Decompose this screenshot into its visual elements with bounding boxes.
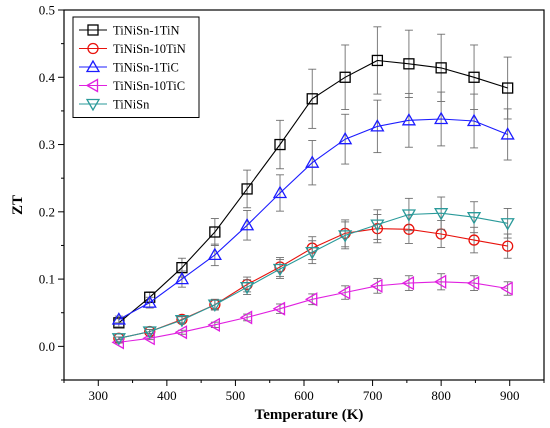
legend-item: TiNiSn bbox=[79, 98, 150, 112]
data-point bbox=[209, 226, 221, 238]
y-tick-label: 0.4 bbox=[39, 70, 56, 85]
series-tinisn-10tin bbox=[113, 214, 514, 344]
y-tick-label: 0.3 bbox=[39, 137, 55, 152]
legend-label: TiNiSn bbox=[113, 98, 150, 112]
data-point bbox=[174, 314, 190, 328]
data-point bbox=[338, 131, 353, 145]
data-point bbox=[500, 218, 515, 231]
data-point bbox=[304, 292, 318, 307]
data-point bbox=[207, 247, 222, 261]
legend-item: TiNiSn-1TiC bbox=[79, 59, 179, 75]
data-point bbox=[274, 138, 286, 151]
series-tinisn-1tin bbox=[113, 26, 514, 329]
data-point bbox=[241, 183, 253, 195]
data-point bbox=[111, 312, 126, 325]
data-point bbox=[207, 317, 221, 332]
axes-layer: 300 400 500 600 700 800 900 0.0 0.1 0.2 0.3 0.4 0.5 bbox=[39, 3, 545, 403]
legend-label: TiNiSn-1TiC bbox=[113, 61, 179, 75]
data-point bbox=[176, 313, 188, 326]
legend-marker bbox=[85, 59, 101, 73]
data-point bbox=[466, 113, 482, 127]
data-point bbox=[502, 240, 514, 252]
data-point bbox=[239, 310, 253, 325]
data-point bbox=[434, 111, 449, 125]
data-point bbox=[370, 119, 385, 132]
x-tick-label: 300 bbox=[89, 388, 109, 403]
legend-item: TiNiSn-1TiN bbox=[79, 24, 179, 38]
data-point bbox=[401, 113, 417, 126]
legend: TiNiSn-1TiN TiNiSn-10TiN TiNiSn-1TiC TiNiSn… bbox=[72, 16, 200, 118]
y-axis-title: ZT bbox=[10, 195, 26, 215]
data-point bbox=[142, 295, 157, 308]
legend-item: TiNiSn-10TiN bbox=[79, 42, 186, 56]
series-line bbox=[118, 281, 508, 343]
data-point bbox=[370, 278, 383, 293]
data-point bbox=[403, 58, 415, 70]
data-point bbox=[466, 276, 480, 291]
legend-marker bbox=[87, 42, 99, 55]
data-point bbox=[370, 219, 385, 232]
data-point bbox=[272, 263, 288, 277]
legend-label: TiNiSn-1TiN bbox=[113, 24, 179, 38]
legend-marker bbox=[85, 98, 101, 112]
x-axis-title: Temperature (K) bbox=[255, 407, 364, 423]
x-tick-label: 800 bbox=[431, 388, 451, 403]
series-line bbox=[118, 212, 508, 339]
data-point bbox=[468, 71, 480, 83]
y-tick-label: 0.1 bbox=[39, 272, 55, 287]
data-point bbox=[111, 333, 126, 346]
series-tinisn-1tic bbox=[111, 91, 515, 325]
data-point bbox=[207, 299, 222, 312]
data-point bbox=[306, 93, 318, 105]
y-tick-label: 0.5 bbox=[39, 3, 55, 18]
data-point bbox=[239, 282, 255, 295]
x-tick-label: 500 bbox=[226, 388, 246, 403]
data-point bbox=[337, 285, 351, 300]
legend-label: TiNiSn-10TiN bbox=[113, 42, 186, 56]
data-point bbox=[500, 281, 513, 296]
series-layer bbox=[111, 26, 515, 350]
x-tick-label: 600 bbox=[294, 388, 314, 403]
legend-label: TiNiSn-10TiC bbox=[113, 79, 185, 93]
data-point bbox=[502, 82, 514, 94]
x-tick-label: 900 bbox=[500, 388, 520, 403]
y-tick-label: 0.2 bbox=[39, 204, 55, 219]
data-point bbox=[466, 212, 482, 225]
legend-marker bbox=[87, 24, 99, 36]
data-point bbox=[339, 71, 351, 83]
series-tinisn-10tic bbox=[111, 273, 513, 350]
data-point bbox=[305, 247, 320, 260]
data-point bbox=[272, 185, 288, 199]
data-point bbox=[174, 271, 190, 285]
data-point bbox=[401, 209, 417, 222]
series-tinisn bbox=[111, 196, 515, 346]
data-point bbox=[401, 276, 415, 291]
data-point bbox=[305, 155, 320, 168]
data-point bbox=[272, 301, 286, 316]
data-point bbox=[174, 325, 188, 340]
x-tick-label: 400 bbox=[157, 388, 177, 403]
data-point bbox=[433, 274, 447, 289]
data-point bbox=[434, 208, 449, 221]
data-point bbox=[142, 326, 157, 339]
series-line bbox=[118, 118, 508, 320]
legend-item: TiNiSn-10TiC bbox=[79, 78, 185, 93]
data-point bbox=[338, 230, 353, 243]
data-point bbox=[435, 62, 447, 74]
x-tick-label: 700 bbox=[363, 388, 383, 403]
data-point bbox=[500, 127, 515, 140]
data-point bbox=[239, 217, 255, 231]
y-tick-label: 0.0 bbox=[39, 339, 55, 354]
legend-marker bbox=[85, 78, 99, 93]
series-line bbox=[118, 59, 508, 324]
data-point bbox=[371, 54, 384, 67]
data-point bbox=[468, 234, 480, 246]
